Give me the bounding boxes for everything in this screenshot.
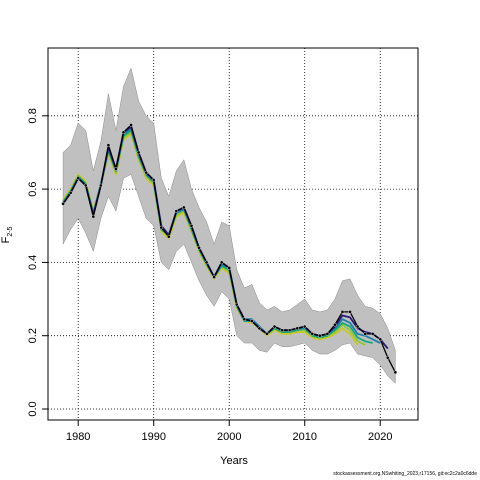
- series-point: [355, 324, 360, 329]
- y-tick-label: 0.2: [27, 328, 39, 343]
- footer-credit: stockassessment.org,NSwhiting_2023,r1715…: [333, 471, 477, 477]
- series-point: [99, 183, 103, 188]
- y-tick-label: 0.4: [27, 255, 39, 270]
- series-point: [174, 209, 179, 213]
- series-point: [348, 310, 352, 314]
- x-tick-label: 1980: [66, 431, 90, 443]
- x-tick-label: 2010: [292, 431, 316, 443]
- series-point: [144, 170, 148, 175]
- series-point: [242, 317, 247, 322]
- y-tick-label: 0.6: [27, 181, 39, 196]
- series-point: [76, 176, 81, 180]
- series-point: [257, 326, 262, 331]
- series-point: [219, 260, 224, 265]
- grid: [48, 48, 418, 420]
- series-point: [83, 183, 88, 188]
- series-point: [250, 319, 254, 323]
- point-markers: [61, 123, 398, 375]
- series-point: [378, 337, 383, 342]
- plot-frame: [47, 47, 419, 421]
- series-point: [340, 310, 345, 314]
- series-point: [287, 328, 292, 333]
- x-tick-label: 2000: [217, 431, 241, 443]
- y-axis: 0.0 0.2 0.4 0.6 0.8: [27, 108, 48, 417]
- y-axis-label-main: F: [0, 236, 12, 243]
- series-point: [106, 143, 111, 147]
- series-point: [302, 324, 307, 329]
- x-tick-label: 1990: [141, 431, 165, 443]
- series-point: [295, 326, 299, 331]
- series-point: [325, 332, 330, 336]
- series-point: [385, 355, 390, 360]
- series-point: [212, 275, 216, 279]
- y-tick-label: 0.0: [27, 401, 39, 416]
- series-point: [61, 201, 65, 206]
- y-axis-label: F2-5: [0, 226, 14, 243]
- series-point: [167, 234, 171, 239]
- x-tick-label: 2020: [368, 431, 392, 443]
- series-point: [68, 190, 73, 195]
- y-tick-label: 0.8: [27, 108, 39, 123]
- series-point: [129, 123, 133, 127]
- y-axis-label-subscript: 2-5: [7, 226, 14, 236]
- series-point: [227, 266, 232, 270]
- series-point: [204, 260, 209, 265]
- series-point: [310, 332, 315, 336]
- series-point: [189, 223, 194, 228]
- series-point: [318, 333, 322, 338]
- series-point: [393, 370, 398, 375]
- series-point: [280, 328, 284, 333]
- series-point: [272, 324, 277, 329]
- series-point: [234, 302, 239, 307]
- series-point: [121, 130, 126, 135]
- series-point: [114, 167, 118, 171]
- series-point: [151, 178, 156, 182]
- x-axis: 1980 1990 2000 2010 2020: [66, 420, 392, 443]
- series-point: [159, 225, 164, 230]
- series-point: [197, 245, 201, 250]
- series-point: [91, 214, 96, 219]
- series-point: [333, 322, 337, 327]
- series-point: [370, 332, 375, 336]
- x-axis-label: Years: [220, 455, 248, 467]
- confidence-band: [62, 67, 396, 384]
- series-point: [363, 332, 367, 336]
- svg-text:F2-5: F2-5: [0, 226, 14, 243]
- series-point: [265, 332, 269, 336]
- series-point: [136, 150, 141, 155]
- series-point: [182, 205, 186, 210]
